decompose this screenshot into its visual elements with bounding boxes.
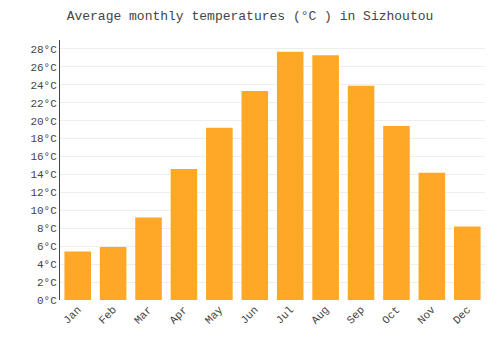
svg-text:26°C: 26°C [30, 62, 57, 74]
svg-text:Feb: Feb [97, 304, 119, 326]
svg-text:May: May [203, 304, 226, 327]
svg-text:Sep: Sep [345, 304, 367, 326]
svg-text:Nov: Nov [415, 304, 438, 327]
svg-text:Oct: Oct [380, 304, 402, 326]
svg-text:24°C: 24°C [30, 80, 57, 92]
svg-text:0°C: 0°C [37, 295, 57, 307]
svg-text:Mar: Mar [132, 304, 154, 326]
svg-text:Jun: Jun [238, 304, 260, 326]
svg-text:Jan: Jan [61, 304, 83, 326]
svg-text:4°C: 4°C [37, 259, 57, 271]
svg-text:6°C: 6°C [37, 241, 57, 253]
svg-text:22°C: 22°C [30, 98, 57, 110]
svg-text:8°C: 8°C [37, 223, 57, 235]
svg-text:16°C: 16°C [30, 151, 57, 163]
svg-text:2°C: 2°C [37, 277, 57, 289]
svg-text:Jul: Jul [274, 304, 296, 326]
svg-text:Aug: Aug [309, 304, 331, 326]
svg-text:12°C: 12°C [30, 187, 57, 199]
svg-text:28°C: 28°C [30, 44, 57, 56]
svg-text:10°C: 10°C [30, 205, 57, 217]
svg-text:18°C: 18°C [30, 133, 57, 145]
svg-text:20°C: 20°C [30, 116, 57, 128]
svg-text:Apr: Apr [167, 304, 189, 326]
svg-text:Dec: Dec [451, 304, 473, 326]
svg-text:Average monthly temperatures (: Average monthly temperatures (°C ) in Si… [67, 9, 434, 24]
svg-text:14°C: 14°C [30, 169, 57, 181]
